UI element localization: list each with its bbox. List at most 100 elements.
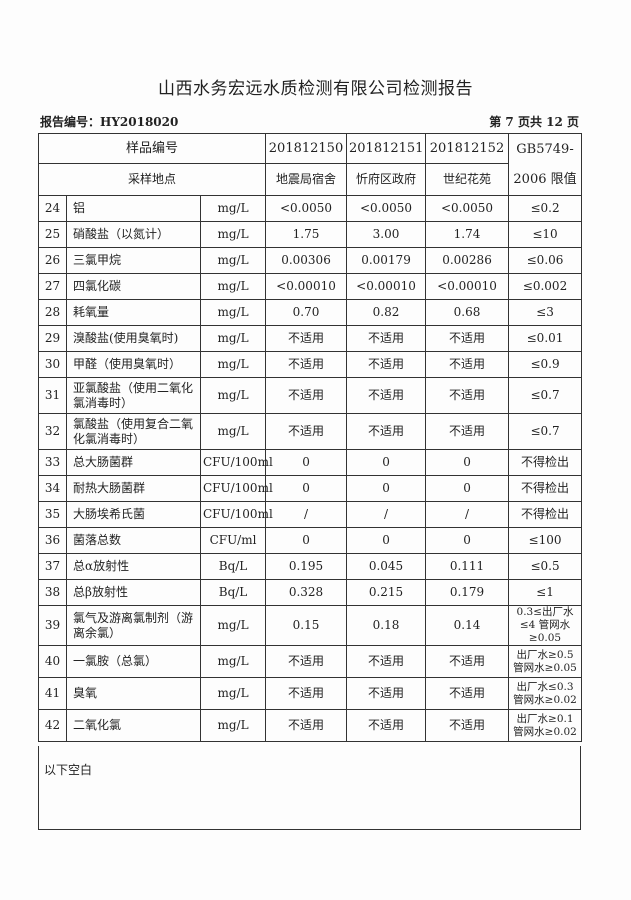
value: 0.70 — [265, 299, 348, 326]
limit: ≤0.5 — [508, 553, 583, 580]
unit: Bq/L — [199, 553, 267, 580]
value: 0.195 — [265, 553, 348, 580]
sample-location: 世纪花苑 — [425, 163, 510, 196]
report-number: 报告编号：HY2018020 — [40, 115, 179, 129]
table-row: 35 大肠埃希氏菌 CFU/100ml / / / 不得检出 — [38, 501, 583, 528]
row-number: 30 — [38, 351, 67, 378]
unit: mg/L — [199, 325, 267, 352]
unit: Bq/L — [199, 579, 267, 606]
limit: 不得检出 — [508, 475, 583, 502]
header-row-sample-no: 样品编号 201812150 201812151 201812152 GB574… — [37, 133, 583, 196]
limit: 出厂水≥0.1 管网水≥0.02 — [508, 709, 583, 742]
sample-no: 201812150 — [265, 133, 348, 164]
item-name: 二氧化氯 — [66, 709, 201, 742]
row-number: 39 — [38, 605, 67, 646]
value: / — [346, 501, 427, 528]
unit: mg/L — [199, 299, 267, 326]
value: 不适用 — [346, 377, 427, 414]
value: 0 — [265, 475, 348, 502]
value: 不适用 — [425, 325, 510, 352]
value: 不适用 — [425, 413, 510, 450]
value: 不适用 — [425, 645, 510, 678]
unit: mg/L — [199, 677, 267, 710]
table-row: 30 甲醛（使用臭氧时） mg/L 不适用 不适用 不适用 ≤0.9 — [38, 351, 583, 378]
item-name: 臭氧 — [66, 677, 201, 710]
item-name: 耗氧量 — [66, 299, 201, 326]
value: 不适用 — [265, 709, 348, 742]
table-row: 26 三氯甲烷 mg/L 0.00306 0.00179 0.00286 ≤0.… — [38, 247, 583, 274]
limit: ≤100 — [508, 527, 583, 554]
table-row: 36 菌落总数 CFU/ml 0 0 0 ≤100 — [38, 527, 583, 554]
table-row: 27 四氯化碳 mg/L <0.00010 <0.00010 <0.00010 … — [38, 273, 583, 300]
value: <0.0050 — [346, 195, 427, 222]
value: 不适用 — [425, 351, 510, 378]
value: / — [265, 501, 348, 528]
table-row: 37 总α放射性 Bq/L 0.195 0.045 0.111 ≤0.5 — [38, 553, 583, 580]
row-number: 40 — [38, 645, 67, 678]
row-number: 34 — [38, 475, 67, 502]
value: 0.82 — [346, 299, 427, 326]
value: 3.00 — [346, 221, 427, 248]
row-number: 33 — [38, 449, 67, 476]
unit: CFU/100ml — [199, 475, 273, 502]
results-table: 样品编号 201812150 201812151 201812152 GB574… — [37, 133, 583, 742]
value: 不适用 — [346, 677, 427, 710]
value: 不适用 — [265, 413, 348, 450]
value: 不适用 — [346, 413, 427, 450]
limit: ≤1 — [508, 579, 583, 606]
table-row: 28 耗氧量 mg/L 0.70 0.82 0.68 ≤3 — [38, 299, 583, 326]
value: 不适用 — [346, 709, 427, 742]
value: 0.045 — [346, 553, 427, 580]
value: 0.00306 — [265, 247, 348, 274]
value: 0.18 — [346, 605, 427, 646]
value: <0.00010 — [265, 273, 348, 300]
limit: ≤0.2 — [508, 195, 583, 222]
table-row: 29 溴酸盐(使用臭氧时) mg/L 不适用 不适用 不适用 ≤0.01 — [38, 325, 583, 352]
limit: ≤10 — [508, 221, 583, 248]
table-row: 41 臭氧 mg/L 不适用 不适用 不适用 出厂水≤0.3 管网水≥0.02 — [38, 677, 583, 710]
table-row: 31 亚氯酸盐（使用二氧化氯消毒时） mg/L 不适用 不适用 不适用 ≤0.7 — [38, 377, 583, 414]
item-name: 溴酸盐(使用臭氧时) — [66, 325, 201, 352]
limit: ≤0.7 — [508, 377, 583, 414]
sample-location: 地震局宿舍 — [265, 163, 348, 196]
page-info: 第 7 页共 12 页 — [489, 115, 579, 129]
limit: 不得检出 — [508, 501, 583, 528]
value: 不适用 — [265, 645, 348, 678]
table-row: 38 总β放射性 Bq/L 0.328 0.215 0.179 ≤1 — [38, 579, 583, 606]
remarks-box: 以下空白 — [38, 746, 581, 830]
unit: mg/L — [199, 413, 267, 450]
value: 0 — [346, 527, 427, 554]
unit: CFU/100ml — [199, 501, 273, 528]
value: 不适用 — [425, 677, 510, 710]
header-row-location: 采样地点 地震局宿舍 忻府区政府 世纪花苑 — [37, 163, 582, 196]
unit: mg/L — [199, 645, 267, 678]
sample-location: 忻府区政府 — [346, 163, 427, 196]
row-number: 32 — [38, 413, 67, 450]
unit: mg/L — [199, 247, 267, 274]
value: 1.75 — [265, 221, 348, 248]
item-name: 耐热大肠菌群 — [66, 475, 201, 502]
sample-no: 201812151 — [346, 133, 427, 164]
value: 不适用 — [346, 351, 427, 378]
item-name: 总α放射性 — [66, 553, 201, 580]
item-name: 一氯胺（总氯） — [66, 645, 201, 678]
unit: CFU/ml — [199, 527, 267, 554]
row-number: 42 — [38, 709, 67, 742]
unit: mg/L — [199, 273, 267, 300]
item-name: 氯酸盐（使用复合二氧化氯消毒时） — [66, 413, 201, 450]
limit: ≤0.7 — [508, 413, 583, 450]
value: 不适用 — [265, 325, 348, 352]
value: 0.15 — [265, 605, 348, 646]
value: 0.68 — [425, 299, 510, 326]
row-number: 27 — [38, 273, 67, 300]
row-number: 37 — [38, 553, 67, 580]
item-name: 菌落总数 — [66, 527, 201, 554]
item-name: 总β放射性 — [66, 579, 201, 606]
item-name: 亚氯酸盐（使用二氧化氯消毒时） — [66, 377, 201, 414]
value: 不适用 — [265, 377, 348, 414]
unit: CFU/100ml — [199, 449, 273, 476]
table-row: 25 硝酸盐（以氮计） mg/L 1.75 3.00 1.74 ≤10 — [38, 221, 583, 248]
item-name: 四氯化碳 — [66, 273, 201, 300]
unit: mg/L — [199, 709, 267, 742]
